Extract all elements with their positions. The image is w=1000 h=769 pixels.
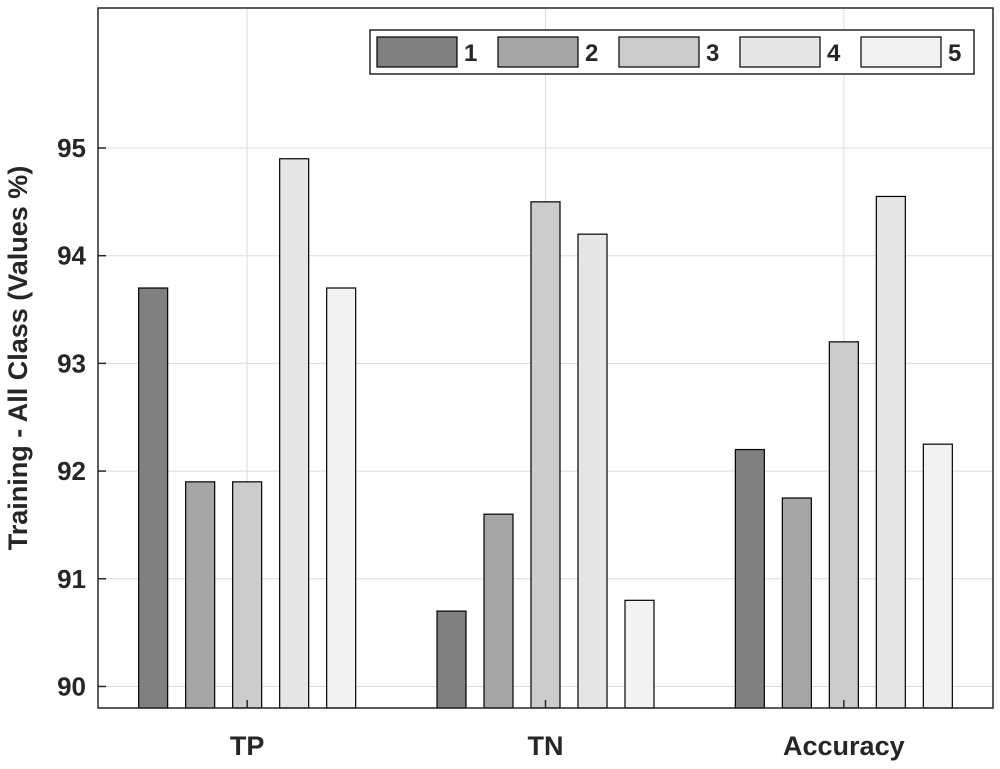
legend-label-5: 5 <box>948 40 961 67</box>
legend-label-3: 3 <box>706 40 719 67</box>
y-tick-label: 93 <box>57 348 86 378</box>
y-axis-ticks: 90 91 92 93 94 95 <box>57 133 106 701</box>
legend-label-2: 2 <box>585 40 598 67</box>
bars <box>138 158 953 709</box>
bar-series-3-tp <box>232 481 263 709</box>
legend: 1 2 3 4 5 <box>369 29 975 75</box>
bar-series-2-accuracy <box>781 497 812 709</box>
y-axis-label: Training - All Class (Values %) <box>3 166 33 551</box>
y-tick-label: 94 <box>57 241 86 271</box>
bar-series-5-tp <box>326 287 357 709</box>
y-tick-label: 92 <box>57 456 86 486</box>
bar-series-3-accuracy <box>828 341 859 709</box>
bar-series-5-accuracy <box>922 443 953 709</box>
legend-swatch-3 <box>618 36 700 68</box>
legend-label-1: 1 <box>464 40 477 67</box>
bar-series-1-tn <box>436 610 467 709</box>
legend-swatch-5 <box>860 36 942 68</box>
legend-swatch-1 <box>376 36 458 68</box>
x-tick-label: Accuracy <box>783 731 905 761</box>
bar-series-5-tn <box>624 599 655 709</box>
legend-label-4: 4 <box>827 40 841 67</box>
bar-series-3-tn <box>530 201 561 709</box>
x-tick-label: TN <box>528 731 564 761</box>
legend-swatch-4 <box>739 36 821 68</box>
y-tick-label: 91 <box>57 564 86 594</box>
bar-series-4-tp <box>279 158 310 709</box>
legend-swatch-2 <box>497 36 579 68</box>
x-tick-label: TP <box>230 731 265 761</box>
bar-series-4-accuracy <box>875 195 906 709</box>
y-tick-label: 95 <box>57 133 86 163</box>
x-axis-ticks: TP TN Accuracy <box>230 700 905 761</box>
bar-series-1-accuracy <box>734 448 765 709</box>
bar-series-4-tn <box>577 233 608 709</box>
bar-series-2-tp <box>185 481 216 709</box>
y-tick-label: 90 <box>57 671 86 701</box>
bar-series-1-tp <box>138 287 169 709</box>
bar-series-2-tn <box>483 513 514 709</box>
